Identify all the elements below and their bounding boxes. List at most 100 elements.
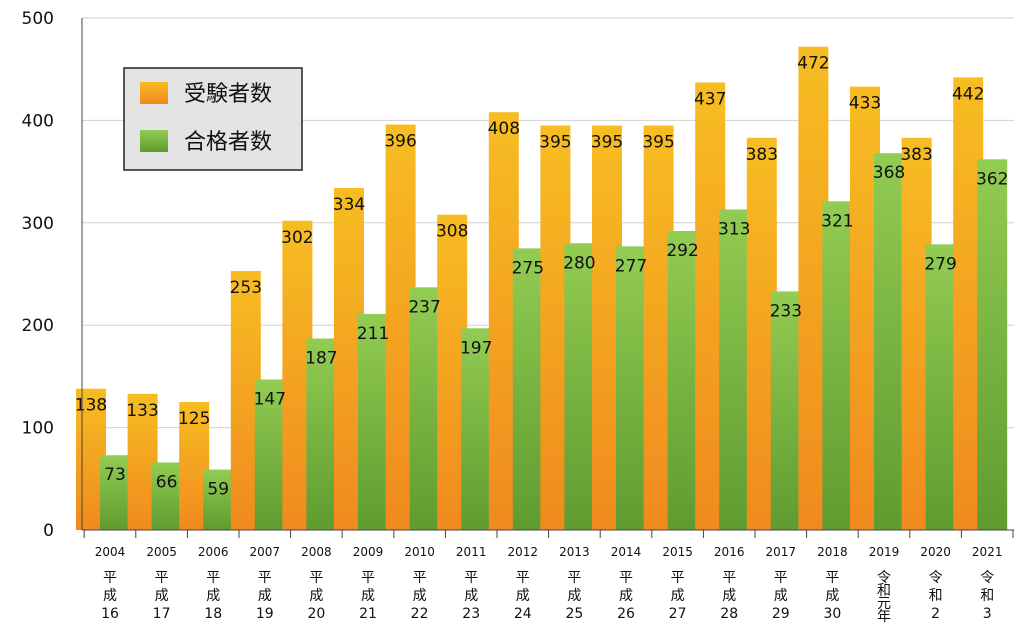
x-tick-label-era: 成 xyxy=(722,588,736,604)
y-tick-label: 300 xyxy=(22,214,54,234)
bar-value-label-applicants: 253 xyxy=(230,278,262,298)
x-tick-label-era: 令 xyxy=(980,570,994,586)
x-tick-label-year: 2014 xyxy=(611,545,642,559)
x-tick-label-era: 26 xyxy=(617,606,635,622)
y-tick-label: 100 xyxy=(22,419,54,439)
y-tick-label: 400 xyxy=(22,111,54,131)
bar-value-label-passed: 368 xyxy=(873,163,905,183)
x-tick-label-era: 18 xyxy=(204,606,222,622)
x-tick-label-era: 令 xyxy=(929,570,943,586)
x-tick-label-year: 2010 xyxy=(404,545,435,559)
bar-value-label-applicants: 133 xyxy=(126,401,158,421)
bar-value-label-applicants: 383 xyxy=(746,145,778,165)
x-tick-label-era: 成 xyxy=(258,588,272,604)
bar-value-label-passed: 73 xyxy=(104,465,126,485)
x-tick-label-year: 2004 xyxy=(95,545,126,559)
x-tick-label-era: 20 xyxy=(307,606,325,622)
bar-value-label-applicants: 334 xyxy=(333,195,365,215)
x-tick-label-era: 平 xyxy=(516,570,530,586)
x-tick-label-year: 2018 xyxy=(817,545,848,559)
x-tick-label-year: 2015 xyxy=(662,545,693,559)
bar-passed xyxy=(203,469,234,530)
x-tick-label-era: 成 xyxy=(155,588,169,604)
x-tick-label-era: 成 xyxy=(671,588,685,604)
x-tick-label-era: 平 xyxy=(619,570,633,586)
x-tick-label-year: 2019 xyxy=(869,545,900,559)
bar-passed xyxy=(977,159,1008,530)
x-tick-label-era: 和 xyxy=(929,588,943,604)
bar-value-label-applicants: 472 xyxy=(797,54,829,74)
x-tick-label-era: 元 xyxy=(877,596,891,612)
bar-passed xyxy=(461,328,492,530)
x-tick-label-era: 19 xyxy=(256,606,274,622)
x-tick-label-era: 成 xyxy=(361,588,375,604)
x-tick-label-era: 平 xyxy=(103,570,117,586)
x-tick-label-era: 24 xyxy=(514,606,532,622)
legend-swatch-applicants xyxy=(140,82,168,104)
bar-value-label-applicants: 408 xyxy=(488,119,520,139)
bar-value-label-passed: 233 xyxy=(770,301,802,321)
bar-passed xyxy=(925,244,956,530)
bar-passed xyxy=(358,313,388,530)
bar-value-label-passed: 237 xyxy=(408,297,440,317)
bar-passed xyxy=(306,338,337,530)
bar-value-label-applicants: 442 xyxy=(952,84,984,104)
x-tick-label-era: 成 xyxy=(413,588,427,604)
x-tick-label-era: 平 xyxy=(722,570,736,586)
bar-passed xyxy=(512,248,543,530)
x-tick-label-year: 2008 xyxy=(301,545,332,559)
x-tick-label-era: 和 xyxy=(980,588,994,604)
x-tick-label-era: 成 xyxy=(206,588,220,604)
x-tick-label-era: 平 xyxy=(671,570,685,586)
x-tick-label-era: 17 xyxy=(153,606,171,622)
bar-passed xyxy=(409,287,440,530)
bar-value-label-applicants: 125 xyxy=(178,409,210,429)
legend-label-passed: 合格者数 xyxy=(184,130,272,155)
x-tick-label-era: 年 xyxy=(877,609,891,625)
x-tick-label-year: 2020 xyxy=(920,545,951,559)
bar-passed xyxy=(254,379,285,530)
x-tick-label-era: 平 xyxy=(155,570,169,586)
bar-value-label-passed: 59 xyxy=(207,480,229,500)
bar-value-label-passed: 321 xyxy=(821,211,853,231)
bar-value-label-passed: 313 xyxy=(718,219,750,239)
x-tick-label-era: 平 xyxy=(309,570,323,586)
x-tick-label-era: 2 xyxy=(931,606,940,622)
legend-label-applicants: 受験者数 xyxy=(184,82,272,107)
bar-passed xyxy=(770,291,801,530)
bar-value-label-passed: 197 xyxy=(460,338,492,358)
bar-passed xyxy=(822,201,853,530)
bar-value-label-passed: 277 xyxy=(615,256,647,276)
x-tick-label-era: 3 xyxy=(983,606,992,622)
y-tick-label: 0 xyxy=(43,521,54,541)
x-tick-label-era: 成 xyxy=(619,588,633,604)
y-tick-label: 200 xyxy=(22,316,54,336)
x-tick-label-year: 2013 xyxy=(559,545,590,559)
bar-value-label-applicants: 395 xyxy=(642,133,674,153)
x-tick-label-year: 2021 xyxy=(972,545,1003,559)
x-tick-label-year: 2011 xyxy=(456,545,487,559)
bar-value-label-applicants: 138 xyxy=(75,396,107,416)
bar-passed xyxy=(151,462,182,530)
x-tick-label-era: 平 xyxy=(413,570,427,586)
x-tick-label-era: 成 xyxy=(464,588,478,604)
x-tick-label-era: 21 xyxy=(359,606,377,622)
bar-value-label-passed: 292 xyxy=(666,241,698,261)
bar-value-label-passed: 279 xyxy=(924,254,956,274)
bar-value-label-applicants: 302 xyxy=(281,228,313,248)
x-tick-label-era: 29 xyxy=(772,606,790,622)
bar-value-label-applicants: 433 xyxy=(849,94,881,114)
bar-value-label-applicants: 383 xyxy=(900,145,932,165)
x-tick-label-era: 成 xyxy=(567,588,581,604)
x-tick-label-era: 成 xyxy=(774,588,788,604)
bar-value-label-applicants: 308 xyxy=(436,222,468,242)
bar-value-label-applicants: 395 xyxy=(539,133,571,153)
x-tick-label-era: 平 xyxy=(258,570,272,586)
bar-value-label-passed: 66 xyxy=(156,472,178,492)
x-tick-label-era: 平 xyxy=(206,570,220,586)
bar-passed xyxy=(564,243,595,530)
x-tick-label-era: 令 xyxy=(877,570,891,586)
axes: 0 100 200 300 400 500 2004 平成 16 2005 平成 17 2006 平成 18… xyxy=(22,9,1014,625)
bar-value-label-passed: 275 xyxy=(512,258,544,278)
